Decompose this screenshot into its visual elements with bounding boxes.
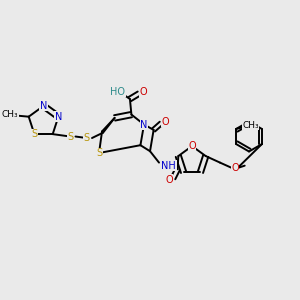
Text: O: O [139,87,147,97]
Text: N: N [40,101,47,111]
Text: S: S [96,148,102,158]
Text: N: N [140,119,148,130]
Text: O: O [161,116,169,127]
Text: S: S [83,133,90,143]
Text: O: O [188,141,196,151]
Text: N: N [55,112,62,122]
Text: S: S [67,131,73,142]
Text: NH: NH [161,160,176,171]
Text: HO: HO [110,86,125,97]
Text: O: O [231,163,239,173]
Text: CH₃: CH₃ [242,121,259,130]
Text: S: S [31,129,38,139]
Text: CH₃: CH₃ [2,110,18,119]
Text: O: O [165,175,173,185]
